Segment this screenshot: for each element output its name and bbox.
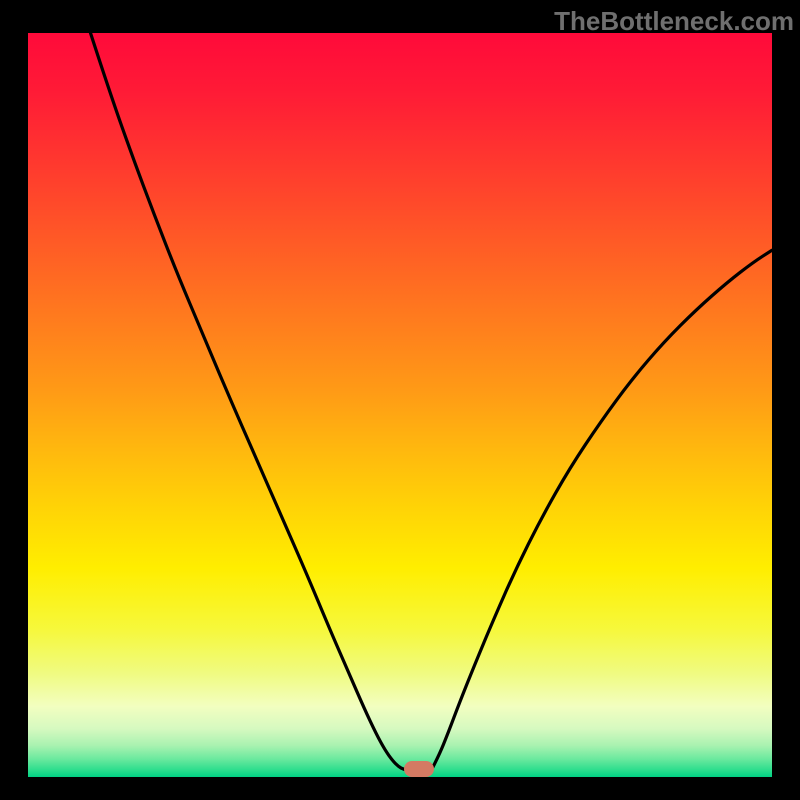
curve-svg xyxy=(28,33,772,777)
bottleneck-curve-segment xyxy=(431,250,772,770)
minimum-marker xyxy=(404,761,434,777)
chart-frame: TheBottleneck.com xyxy=(0,0,800,800)
bottleneck-curve-segment xyxy=(91,33,432,770)
plot-area xyxy=(28,33,772,777)
